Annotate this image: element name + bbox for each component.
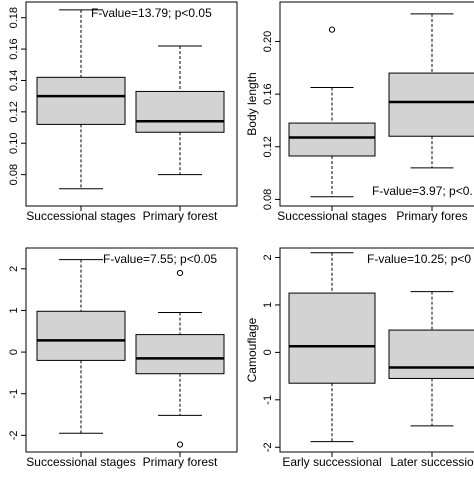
y-tick-label: 0.16 [262, 83, 274, 104]
box-2 [135, 45, 225, 176]
box-1 [36, 259, 126, 434]
outlier-point [176, 269, 184, 277]
iqr-box [288, 122, 376, 157]
box-2 [135, 269, 225, 448]
iqr-box [135, 90, 225, 133]
y-tick-label: 0.10 [8, 133, 20, 154]
plot-frame [25, 247, 238, 453]
outlier-point [328, 26, 336, 33]
y-tick-label: 0 [8, 349, 20, 355]
y-tick-label: 0.20 [262, 31, 274, 52]
x-tick-label: Primary forest [143, 209, 218, 223]
x-tick-label: Later successio [390, 455, 474, 469]
y-axis-label: Body length [245, 72, 259, 135]
x-tick-label: Successional stages [26, 455, 135, 469]
panel-4: -2 -1 0 1 2 Camouflage Early successional Later… [245, 247, 474, 469]
x-tick-label: Successional stages [277, 209, 386, 223]
x-tick-label: Early successional [282, 455, 381, 469]
iqr-box [36, 76, 126, 125]
f-value-annotation: F-value=3.97; p<0. [372, 184, 473, 198]
y-axis-label: Camouflage [245, 317, 259, 382]
y-tick-label: 0.14 [8, 70, 20, 91]
y-tick-label: 0.08 [8, 164, 20, 185]
box-1 [288, 26, 376, 198]
plot-frame [279, 1, 474, 207]
iqr-box [388, 329, 474, 379]
y-tick-label: 1 [8, 307, 20, 313]
f-value-annotation: F-value=13.79; p<0.05 [91, 6, 212, 20]
x-tick-label: Successional stages [26, 209, 135, 223]
y-tick-label: -1 [8, 389, 20, 399]
y-tick-label: 0.12 [262, 136, 274, 157]
iqr-box [288, 292, 376, 384]
y-tick-label: 0.12 [8, 101, 20, 122]
outlier-point [176, 441, 184, 448]
f-value-annotation: F-value=7.55; p<0.05 [103, 252, 217, 266]
panel-1: 0.08 0.10 0.12 0.14 0.16 0.18 Successional sta… [8, 1, 238, 223]
iqr-box [388, 72, 474, 137]
iqr-box [36, 310, 126, 361]
box-1 [36, 9, 126, 190]
y-tick-label: -1 [262, 395, 274, 405]
x-tick-label: Primary forest [143, 455, 218, 469]
box-2 [388, 291, 474, 427]
y-tick-label: -2 [8, 430, 20, 440]
y-tick-label: -2 [262, 442, 274, 452]
panel-3: -2 -1 0 1 2 Successional stages Primary forest… [8, 247, 238, 469]
y-tick-label: 2 [262, 254, 274, 260]
y-tick-label: 0.18 [8, 7, 20, 28]
box-1 [288, 252, 376, 443]
plot-frame [279, 247, 474, 453]
box-2 [388, 13, 474, 169]
iqr-box [135, 334, 225, 375]
y-tick-label: 0.16 [8, 38, 20, 59]
y-tick-label: 0 [262, 349, 274, 355]
plot-frame [25, 1, 238, 207]
panel-2: 0.08 0.12 0.16 0.20 Body length Successional … [245, 1, 474, 223]
y-tick-label: 2 [8, 266, 20, 272]
x-tick-label: Primary fores [396, 209, 467, 223]
f-value-annotation: F-value=10.25; p<0 [367, 252, 471, 266]
y-tick-label: 1 [262, 302, 274, 308]
y-tick-label: 0.08 [262, 189, 274, 210]
